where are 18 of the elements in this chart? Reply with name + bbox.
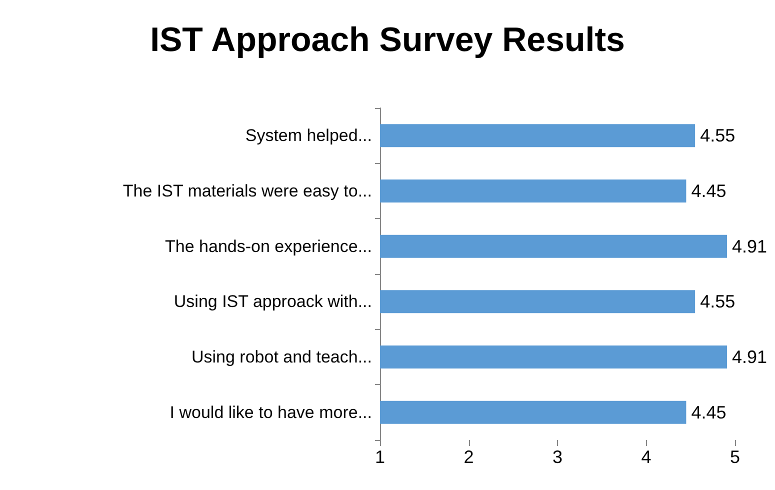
y-tick-label: I would like to have more...	[170, 402, 372, 422]
data-label: 4.55	[700, 292, 736, 312]
y-tick-label: The IST materials were easy to...	[122, 182, 372, 200]
x-tick-label: 1	[374, 447, 386, 467]
x-tick-label: 5	[730, 447, 740, 467]
y-tick-label: System helped...	[245, 126, 372, 146]
data-label: 4.91	[732, 347, 768, 367]
y-tick-label: Using IST approack with...	[174, 292, 372, 312]
x-tick-label: 2	[464, 447, 474, 467]
data-label: 4.55	[700, 126, 736, 146]
y-tick-label: The hands-on experience...	[165, 236, 372, 256]
x-tick-label: 3	[552, 447, 563, 467]
x-tick-label: 4	[641, 447, 652, 467]
data-label: 4.45	[691, 181, 726, 201]
data-label: 4.45	[691, 402, 726, 422]
chart-title: IST Approach Survey Results	[150, 21, 625, 59]
y-tick-label: Using robot and teach...	[191, 348, 372, 366]
data-label: 4.91	[732, 236, 768, 256]
